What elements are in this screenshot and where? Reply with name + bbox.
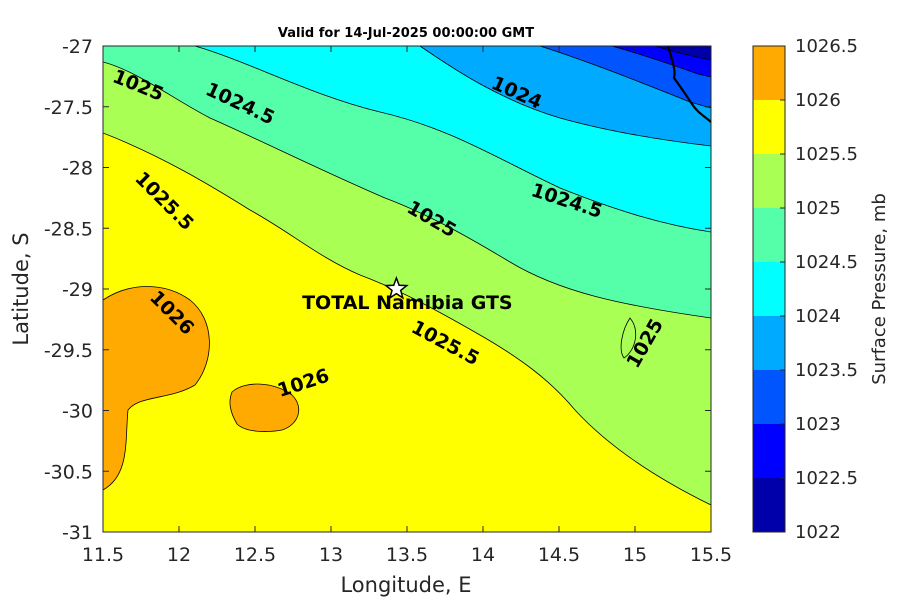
colorbar-tick-label: 1023: [795, 414, 841, 435]
colorbar-frame: [752, 45, 786, 533]
colorbar-tick-label: 1026.5: [795, 36, 858, 57]
band-1025-pocket: [620, 317, 637, 359]
y-tick-label: -29: [62, 279, 93, 301]
x-tick-label: 12: [167, 544, 191, 566]
site-marker-layer: TOTAL Namibia GTS: [302, 275, 513, 314]
y-tick-label: -30: [62, 401, 93, 423]
colorbar-tick-label: 1025: [795, 198, 841, 219]
colorbar-band: [753, 154, 785, 208]
colorbar-tick-label: 1023.5: [795, 360, 858, 381]
band-1026-east: [229, 383, 300, 432]
colorbar-tick-label: 1024: [795, 306, 841, 327]
colorbar-tick-label: 1026: [795, 90, 841, 111]
x-tick-label: 14: [471, 544, 495, 566]
y-tick-label: -29.5: [44, 340, 93, 362]
y-tick-label: -27: [62, 36, 93, 58]
site-star-icon: [383, 275, 409, 300]
y-tick-label: -28: [62, 158, 93, 180]
colorbar-tick-label: 1022.5: [795, 468, 858, 489]
colorbar: 1026.5 1026 1025.5 1025 1024.5 1024 1023.5 1023…: [752, 36, 890, 543]
colorbar-ticks: 1026.5 1026 1025.5 1025 1024.5 1024 1023.5 1023…: [780, 36, 858, 543]
x-tick-label: 11.5: [82, 544, 124, 566]
colorbar-band: [753, 424, 785, 478]
colorbar-tick-label: 1025.5: [795, 144, 858, 165]
colorbar-band: [753, 478, 785, 532]
x-tick-label: 14.5: [538, 544, 580, 566]
y-tick-label: -28.5: [44, 218, 93, 240]
colorbar-band: [753, 46, 785, 100]
x-tick-label: 13: [319, 544, 343, 566]
map-title: Valid for 14-Jul-2025 00:00:00 GMT: [278, 26, 534, 41]
x-tick-label: 13.5: [386, 544, 428, 566]
x-axis-ticks: 11.5 12 12.5 13 13.5 14 14.5 15 15.5: [82, 46, 732, 566]
colorbar-band: [753, 208, 785, 262]
colorbar-band: [753, 316, 785, 370]
x-tick-label: 15: [623, 544, 647, 566]
colorbar-band: [753, 370, 785, 424]
y-tick-label: -27.5: [44, 97, 93, 119]
y-tick-label: -30.5: [44, 461, 93, 483]
colorbar-bands: [753, 46, 785, 532]
colorbar-tick-label: 1024.5: [795, 252, 858, 273]
y-axis-ticks: -27 -27.5 -28 -28.5 -29 -29.5 -30 -30.5 -31: [44, 36, 711, 544]
colorbar-tick-label: 1022: [795, 522, 841, 543]
x-axis-label: Longitude, E: [340, 573, 471, 597]
x-tick-label: 12.5: [234, 544, 276, 566]
site-label: TOTAL Namibia GTS: [302, 292, 513, 314]
y-tick-label: -31: [62, 522, 93, 544]
colorbar-band: [753, 100, 785, 154]
y-axis-label: Latitude, S: [9, 232, 33, 345]
band-1026-west: [103, 286, 210, 491]
band-1025-5: [103, 132, 711, 532]
coastline: [666, 46, 711, 123]
x-tick-label: 15.5: [690, 544, 732, 566]
colorbar-band: [753, 262, 785, 316]
colorbar-label: Surface Pressure, mb: [869, 193, 890, 385]
